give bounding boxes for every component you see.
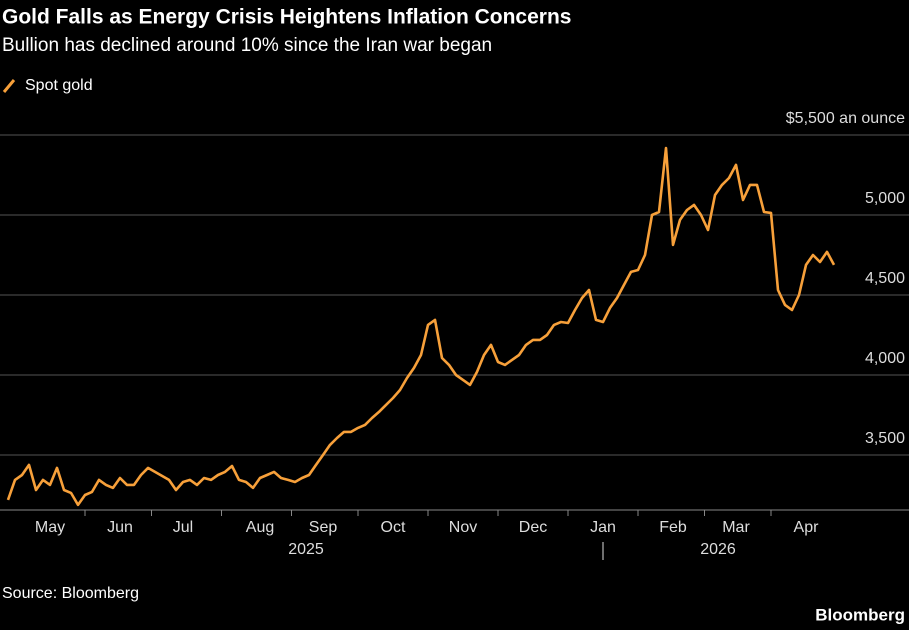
x-tick-label: Feb [659, 519, 687, 536]
x-tick-label: Aug [246, 519, 274, 536]
x-tick-label: Oct [381, 519, 406, 536]
x-tick-label: Jan [590, 519, 616, 536]
y-tick-label: 4,500 [865, 270, 905, 287]
y-tick-label: $5,500 an ounce [786, 110, 905, 127]
brand: Bloomberg [815, 605, 905, 624]
source: Source: Bloomberg [2, 585, 139, 602]
year-label: 2025 [288, 541, 324, 558]
x-tick-label: Jul [173, 519, 193, 536]
chart-subtitle: Bullion has declined around 10% since th… [2, 35, 492, 56]
y-tick-label: 4,000 [865, 350, 905, 367]
x-tick-label: Mar [722, 519, 750, 536]
year-label: 2026 [700, 541, 736, 558]
line-series [6, 146, 836, 507]
chart-title: Gold Falls as Energy Crisis Heightens In… [2, 6, 571, 29]
x-tick-label: Jun [107, 519, 133, 536]
x-tick-label: Apr [794, 519, 820, 536]
legend-swatch [2, 79, 16, 93]
legend-label: Spot gold [25, 77, 93, 94]
x-tick-label: Nov [449, 519, 477, 536]
x-tick-label: Sep [309, 519, 338, 536]
x-tick-label: May [35, 519, 65, 536]
x-tick-label: Dec [519, 519, 547, 536]
y-tick-label: 5,000 [865, 190, 905, 207]
y-tick-label: 3,500 [865, 430, 905, 447]
